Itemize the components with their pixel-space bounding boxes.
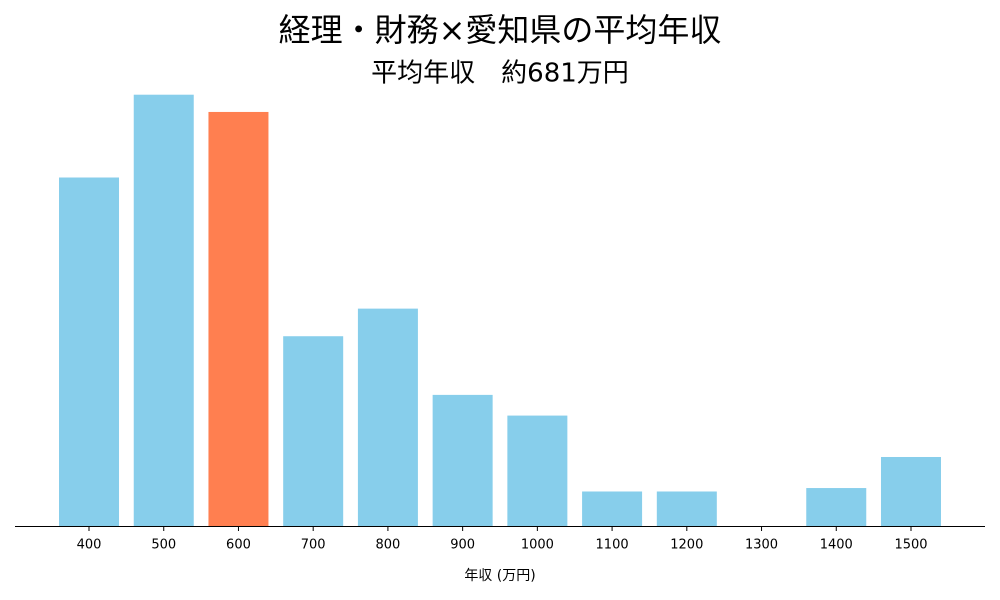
x-tick-label: 700 <box>301 538 326 553</box>
x-tick-label: 1100 <box>596 538 629 553</box>
x-tick-label: 1200 <box>670 538 703 553</box>
x-tick-label: 500 <box>151 538 176 553</box>
bar <box>357 308 418 526</box>
bar <box>507 415 568 526</box>
x-tick-label: 600 <box>226 538 251 553</box>
chart-subtitle: 平均年収 約681万円 <box>371 59 629 89</box>
bar <box>432 394 493 526</box>
x-tick-label: 1400 <box>820 538 853 553</box>
bar <box>880 456 941 526</box>
x-tick-label: 1500 <box>894 538 927 553</box>
bar <box>59 177 120 526</box>
bar <box>208 111 269 527</box>
x-tick-label: 1000 <box>521 538 554 553</box>
x-tick-label: 1300 <box>745 538 778 553</box>
bar <box>133 94 194 526</box>
bar <box>656 491 717 526</box>
x-tick-label: 800 <box>375 538 400 553</box>
bar <box>806 488 867 526</box>
x-tick-label: 400 <box>77 538 102 553</box>
x-tick-label: 900 <box>450 538 475 553</box>
x-axis-label: 年収 (万円) <box>464 568 535 584</box>
chart-title: 経理・財務×愛知県の平均年収 <box>279 11 722 49</box>
bar <box>582 491 643 526</box>
bar <box>283 336 344 526</box>
